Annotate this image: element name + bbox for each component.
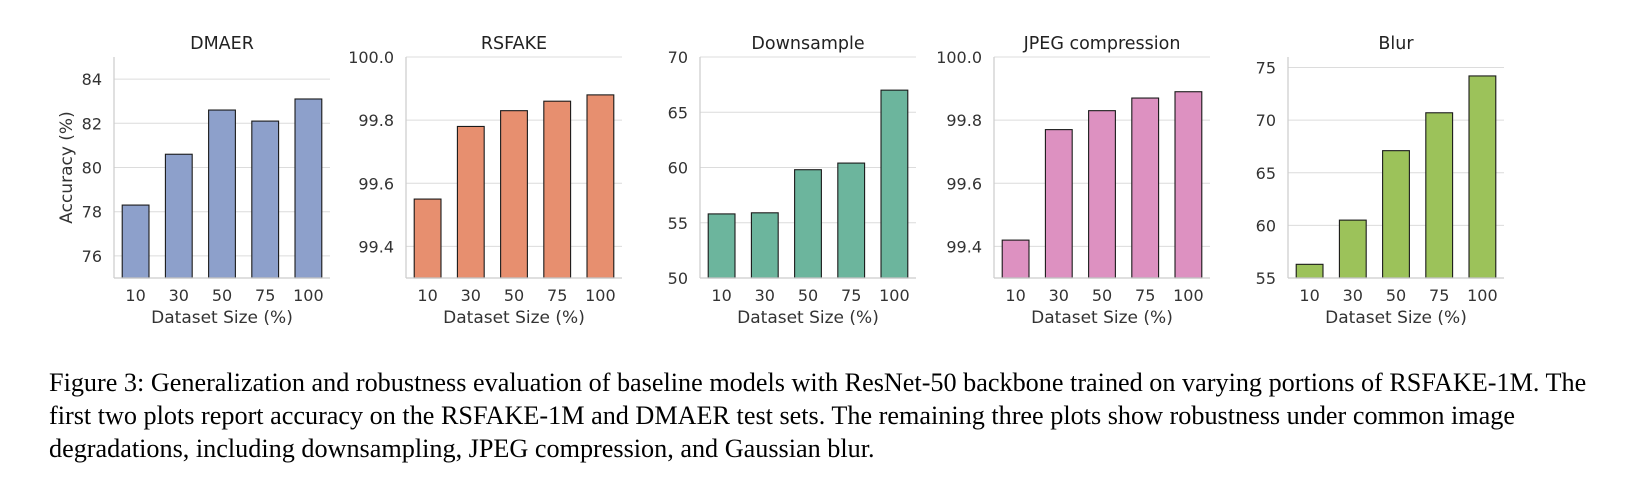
- y-tick-label: 99.4: [946, 237, 982, 256]
- bar-30: [1338, 219, 1367, 279]
- charts-panel: 76 78 80 82 84 10 30 50 75 100 DMAER Dataset Size (…: [57, 34, 1504, 328]
- x-tick-label: 50: [1092, 286, 1112, 305]
- x-tick-label: 30: [461, 286, 481, 305]
- bar-50: [208, 109, 236, 279]
- bar-75: [1425, 112, 1454, 279]
- y-tick-label: 100.0: [348, 48, 394, 67]
- chart-title: DMAER: [190, 34, 254, 54]
- x-tick-label: 10: [125, 286, 145, 305]
- y-tick-label: 60: [1256, 216, 1276, 235]
- y-tick-label: 55: [668, 214, 688, 233]
- y-tick-label: 99.6: [946, 174, 982, 193]
- bar-50: [794, 169, 822, 279]
- x-tick-label: 30: [1343, 286, 1363, 305]
- chart-dmaer: 76 78 80 82 84 10 30 50 75 100 DMAER Dataset Size (…: [57, 34, 330, 328]
- y-tick-label: 100.0: [936, 48, 982, 67]
- bar-75: [543, 100, 572, 279]
- x-axis-label: Dataset Size (%): [737, 308, 879, 328]
- x-axis-label: Dataset Size (%): [1325, 308, 1467, 328]
- x-tick-label: 50: [798, 286, 818, 305]
- y-tick-label: 99.6: [358, 174, 394, 193]
- x-tick-label: 100: [1467, 286, 1498, 305]
- x-tick-label: 10: [711, 286, 731, 305]
- bar-30: [164, 153, 193, 279]
- bar-10: [413, 198, 442, 279]
- x-tick-label: 10: [417, 286, 437, 305]
- x-tick-label: 75: [841, 286, 861, 305]
- chart-jpeg-compression: 99.4 99.6 99.8 100.0 10 30 50 75 100 JPEG compres…: [936, 34, 1210, 328]
- x-tick-label: 50: [504, 286, 524, 305]
- bar-10: [1295, 263, 1324, 279]
- x-tick-label: 10: [1005, 286, 1025, 305]
- bar-10: [707, 213, 736, 279]
- x-tick-label: 75: [255, 286, 275, 305]
- x-axis-label: Dataset Size (%): [1031, 308, 1173, 328]
- y-tick-label: 84: [82, 70, 102, 89]
- x-axis-label: Dataset Size (%): [151, 308, 293, 328]
- x-tick-label: 100: [585, 286, 616, 305]
- bar-50: [500, 110, 528, 279]
- x-tick-label: 30: [755, 286, 775, 305]
- bar-75: [837, 162, 866, 279]
- x-tick-label: 100: [879, 286, 910, 305]
- y-tick-label: 50: [668, 269, 688, 288]
- bar-50: [1088, 110, 1116, 279]
- y-tick-label: 99.4: [358, 237, 394, 256]
- x-axis-label: Dataset Size (%): [443, 308, 585, 328]
- x-tick-label: 75: [1429, 286, 1449, 305]
- y-tick-label: 75: [1256, 59, 1276, 78]
- figure-caption: Figure 3: Generalization and robustness …: [49, 368, 1587, 463]
- bar-100: [294, 98, 323, 279]
- figure: 76 78 80 82 84 10 30 50 75 100 DMAER Dataset Size (…: [57, 34, 1504, 328]
- x-tick-label: 75: [1135, 286, 1155, 305]
- x-tick-label: 75: [547, 286, 567, 305]
- bar-10: [121, 204, 150, 279]
- bar-100: [880, 89, 909, 279]
- bar-30: [1044, 129, 1073, 279]
- x-tick-label: 50: [1386, 286, 1406, 305]
- chart-rsfake: 99.4 99.6 99.8 100.0 10 30 50 75 100 RSFAKE Datase…: [348, 34, 622, 328]
- y-tick-label: 78: [82, 203, 102, 222]
- bar-100: [1468, 75, 1497, 279]
- chart-title: JPEG compression: [1023, 34, 1181, 54]
- y-tick-label: 80: [82, 159, 102, 178]
- bar-30: [750, 212, 779, 279]
- x-tick-label: 50: [212, 286, 232, 305]
- chart-title: RSFAKE: [481, 34, 547, 54]
- y-tick-label: 70: [668, 48, 688, 67]
- bar-30: [456, 125, 485, 279]
- bar-100: [1174, 91, 1203, 279]
- chart-title: Downsample: [751, 34, 864, 54]
- y-tick-label: 99.8: [358, 111, 394, 130]
- y-tick-label: 65: [1256, 164, 1276, 183]
- y-tick-label: 99.8: [946, 111, 982, 130]
- bar-10: [1001, 239, 1030, 279]
- y-tick-label: 82: [82, 114, 102, 133]
- bar-75: [1131, 97, 1160, 279]
- bar-75: [251, 120, 280, 279]
- chart-blur: 55 60 65 70 75 10 30 50 75 100 Blur Dataset Size (%…: [1256, 34, 1504, 328]
- x-tick-label: 100: [293, 286, 324, 305]
- x-tick-label: 30: [1049, 286, 1069, 305]
- y-tick-label: 65: [668, 103, 688, 122]
- y-tick-label: 55: [1256, 269, 1276, 288]
- chart-downsample: 50 55 60 65 70 10 30 50 75 100 Downsample Dataset S…: [668, 34, 916, 328]
- x-tick-label: 30: [169, 286, 189, 305]
- y-tick-label: 70: [1256, 111, 1276, 130]
- y-tick-label: 76: [82, 247, 102, 266]
- bar-50: [1382, 150, 1410, 279]
- bar-100: [586, 94, 615, 279]
- chart-title: Blur: [1378, 34, 1414, 54]
- y-tick-label: 60: [668, 159, 688, 178]
- x-tick-label: 100: [1173, 286, 1204, 305]
- y-axis-label: Accuracy (%): [57, 111, 77, 223]
- x-tick-label: 10: [1299, 286, 1319, 305]
